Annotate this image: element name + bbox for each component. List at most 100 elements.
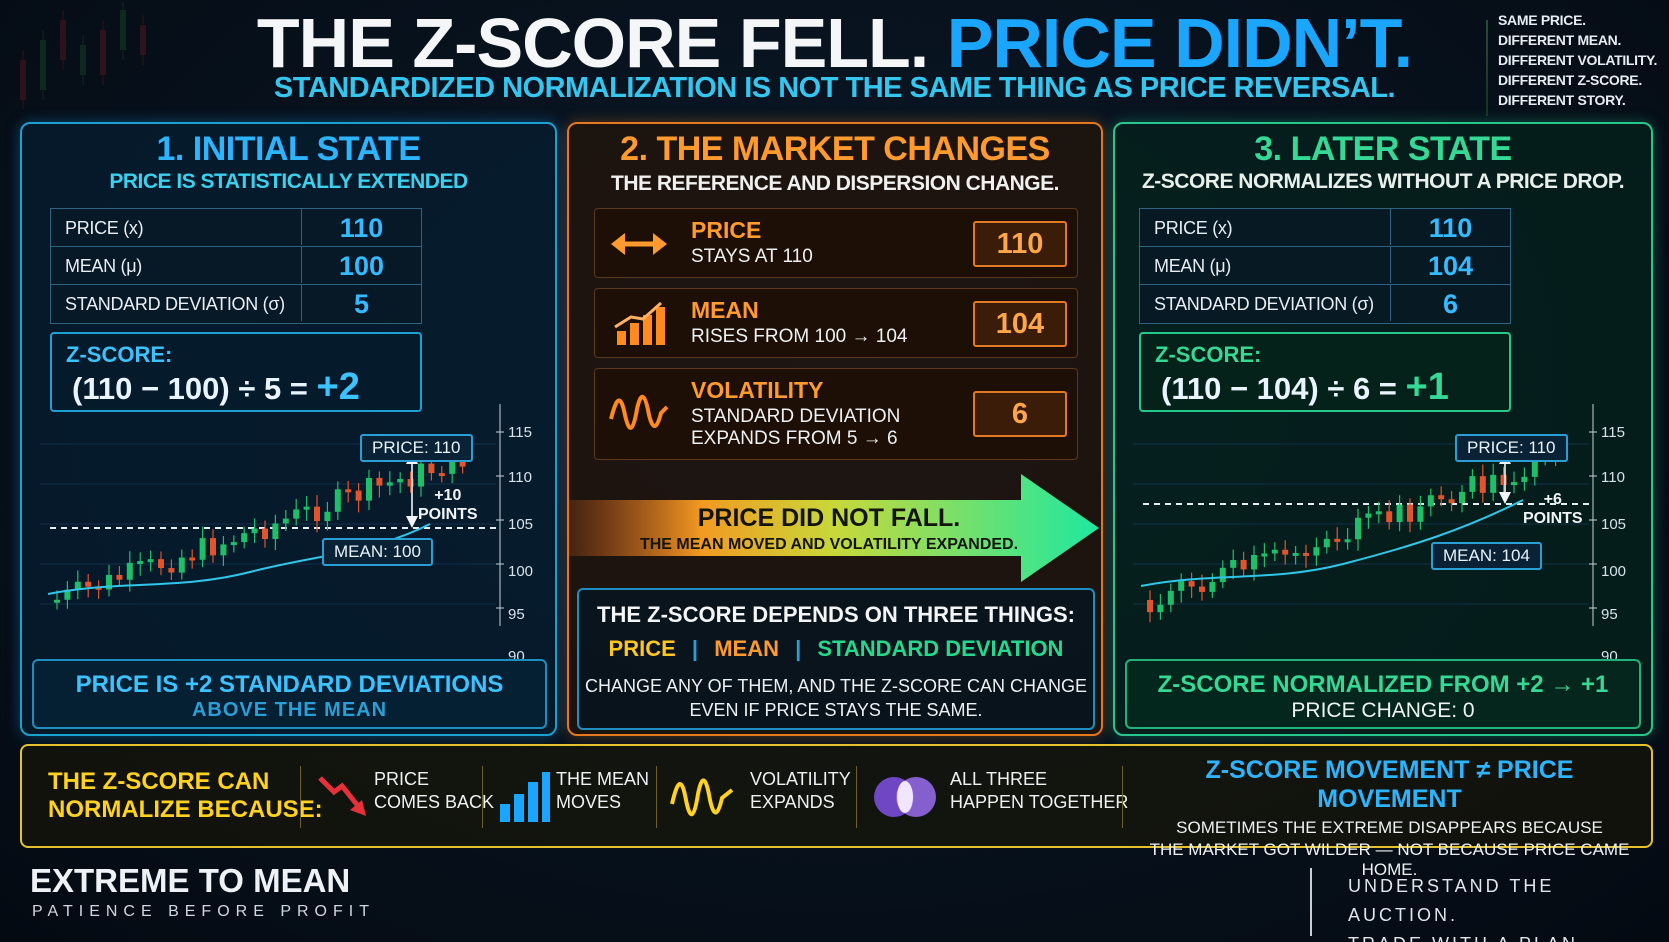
candle-body — [1271, 549, 1278, 554]
depends-line: CHANGE ANY OF THEM, AND THE Z-SCORE CAN … — [584, 676, 1088, 696]
zscore-box: Z-SCORE: (110 − 104) ÷ 6 = +1 — [1139, 332, 1511, 412]
candle-body — [1490, 474, 1497, 493]
divider — [856, 766, 857, 828]
bar-chart-icon — [500, 772, 550, 822]
stat-value: 6 — [1390, 285, 1510, 321]
conclusion-line: Z-SCORE NORMALIZED FROM +2 → +1 — [1157, 671, 1609, 698]
reason-line: EXPANDS — [750, 792, 835, 812]
moving-average-line — [1140, 499, 1524, 587]
candle-body — [428, 463, 435, 474]
zscore-formula-text: (110 − 104) ÷ 6 = — [1161, 371, 1397, 406]
reason-item: VOLATILITY EXPANDS — [750, 768, 851, 814]
distance-label: +6 POINTS — [1523, 490, 1583, 528]
candle-body — [1427, 495, 1434, 507]
tick-label: 100 — [508, 563, 534, 580]
tick-label: 110 — [508, 469, 532, 486]
key-title: Z-SCORE MOVEMENT ≠ PRICE MOVEMENT — [1205, 756, 1574, 813]
divider — [482, 766, 483, 828]
candle-body — [126, 562, 133, 580]
candle-body — [1375, 511, 1382, 515]
tick-label: 105 — [1601, 516, 1627, 533]
panel-subtitle: THE REFERENCE AND DISPERSION CHANGE. — [611, 172, 1059, 195]
candle-body — [220, 544, 227, 556]
zscore-formula: (110 − 104) ÷ 6 = +1 — [1161, 366, 1449, 409]
footer-tagline-line: TRADE WITH A PLAN. — [1348, 930, 1669, 942]
candle-body — [1323, 538, 1330, 548]
candle-body — [418, 463, 424, 487]
title-part-2: PRICE DIDN’T. — [946, 4, 1413, 82]
conclusion-box: PRICE IS +2 STANDARD DEVIATIONS ABOVE TH… — [32, 659, 547, 729]
candle-body — [1344, 539, 1351, 543]
volatility-wave-icon — [609, 395, 669, 430]
mean-tag: MEAN: 104 — [1431, 542, 1542, 570]
distance-label: +10 POINTS — [418, 486, 478, 524]
candle-body — [1209, 582, 1216, 592]
tick-label: 115 — [1601, 424, 1625, 441]
candle-body — [147, 559, 154, 563]
key-message: Z-SCORE MOVEMENT ≠ PRICE MOVEMENT SOMETI… — [1132, 756, 1647, 880]
background-candles — [20, 2, 146, 110]
candle-body — [1292, 552, 1299, 556]
candle-body — [1167, 590, 1174, 605]
mean-tag: MEAN: 100 — [322, 538, 433, 566]
price-tag: PRICE: 110 — [360, 434, 473, 462]
candle-body — [438, 473, 445, 477]
tick-label: 110 — [1601, 469, 1625, 486]
depends-item-mean: MEAN — [714, 636, 779, 661]
candle-body — [1521, 476, 1528, 483]
side-note-line: DIFFERENT STORY. — [1498, 92, 1626, 108]
change-row-volatility: VOLATILITY STANDARD DEVIATION EXPANDS FR… — [594, 368, 1078, 460]
arrow-subtitle: THE MEAN MOVED AND VOLATILITY EXPANDED. — [639, 536, 1019, 553]
distance-arrow-head — [406, 516, 418, 528]
candle-body — [1147, 600, 1153, 613]
candle-body — [303, 506, 310, 510]
initial-state-panel: 1. INITIAL STATE PRICE IS STATISTICALLY … — [20, 122, 557, 736]
candle-body — [158, 559, 164, 569]
zscore-box: Z-SCORE: (110 − 100) ÷ 5 = +2 — [50, 332, 422, 412]
page-title: THE Z-SCORE FELL. PRICE DIDN’T. — [0, 4, 1669, 82]
strip-lead-line: THE Z-SCORE CAN — [48, 768, 270, 795]
normalize-reasons-strip: THE Z-SCORE CAN NORMALIZE BECAUSE: PRICE… — [20, 744, 1653, 879]
stat-row-stdev: STANDARD DEVIATION (σ) 5 — [51, 285, 421, 323]
reason-item: ALL THREE HAPPEN TOGETHER — [950, 768, 1128, 814]
change-row-price: PRICE STAYS AT 110 110 — [594, 208, 1078, 278]
candle-body — [355, 490, 362, 501]
reason-line: COMES BACK — [374, 792, 495, 812]
candle-body — [1303, 552, 1309, 556]
rising-bars-icon — [614, 301, 665, 345]
zscore-formula: (110 − 100) ÷ 5 = +2 — [72, 366, 360, 409]
candle-body — [74, 581, 81, 590]
distance-value: +10 — [434, 487, 462, 504]
tick-label: 115 — [508, 424, 532, 441]
panel-subtitle: PRICE IS STATISTICALLY EXTENDED — [109, 170, 468, 193]
candle-body — [1479, 476, 1486, 493]
distance-value: +6 — [1543, 491, 1562, 508]
candle-body — [1230, 559, 1237, 568]
candle-body — [1438, 495, 1445, 500]
distance-unit: POINTS — [418, 506, 478, 523]
stat-value: 110 — [1390, 209, 1510, 245]
candle-body — [1469, 476, 1476, 492]
candle-body — [64, 589, 71, 600]
later-state-panel: 3. LATER STATE Z-SCORE NORMALIZES WITHOU… — [1113, 122, 1653, 736]
stat-value: 104 — [1390, 247, 1510, 283]
depends-box: THE Z-SCORE DEPENDS ON THREE THINGS: PRI… — [577, 588, 1095, 730]
side-note-line: DIFFERENT MEAN. — [1498, 32, 1622, 48]
candle-body — [282, 518, 289, 524]
conclusion-box: Z-SCORE NORMALIZED FROM +2 → +1 PRICE CH… — [1125, 659, 1641, 729]
zscore-result: +2 — [316, 366, 360, 408]
footer-tagline: UNDERSTAND THE AUCTION. TRADE WITH A PLA… — [1348, 872, 1669, 942]
candle-body — [397, 479, 404, 483]
depends-item-stdev: STANDARD DEVIATION — [817, 636, 1064, 661]
distance-arrow-head — [1499, 492, 1511, 504]
title-part-1: THE Z-SCORE FELL. — [256, 4, 929, 82]
arrow-title: PRICE DID NOT FALL. — [697, 504, 961, 532]
candle-body — [449, 450, 456, 474]
side-note-line: SAME PRICE. — [1498, 12, 1586, 28]
tick-label: 100 — [1601, 563, 1627, 580]
price-axis: 115 110 105 100 95 90 — [1601, 424, 1641, 665]
stat-label: PRICE (x) — [1154, 218, 1233, 238]
strip-lead-line: NORMALIZE BECAUSE: — [48, 796, 323, 823]
price-chart — [1133, 404, 1597, 626]
candle-body — [1365, 513, 1372, 518]
